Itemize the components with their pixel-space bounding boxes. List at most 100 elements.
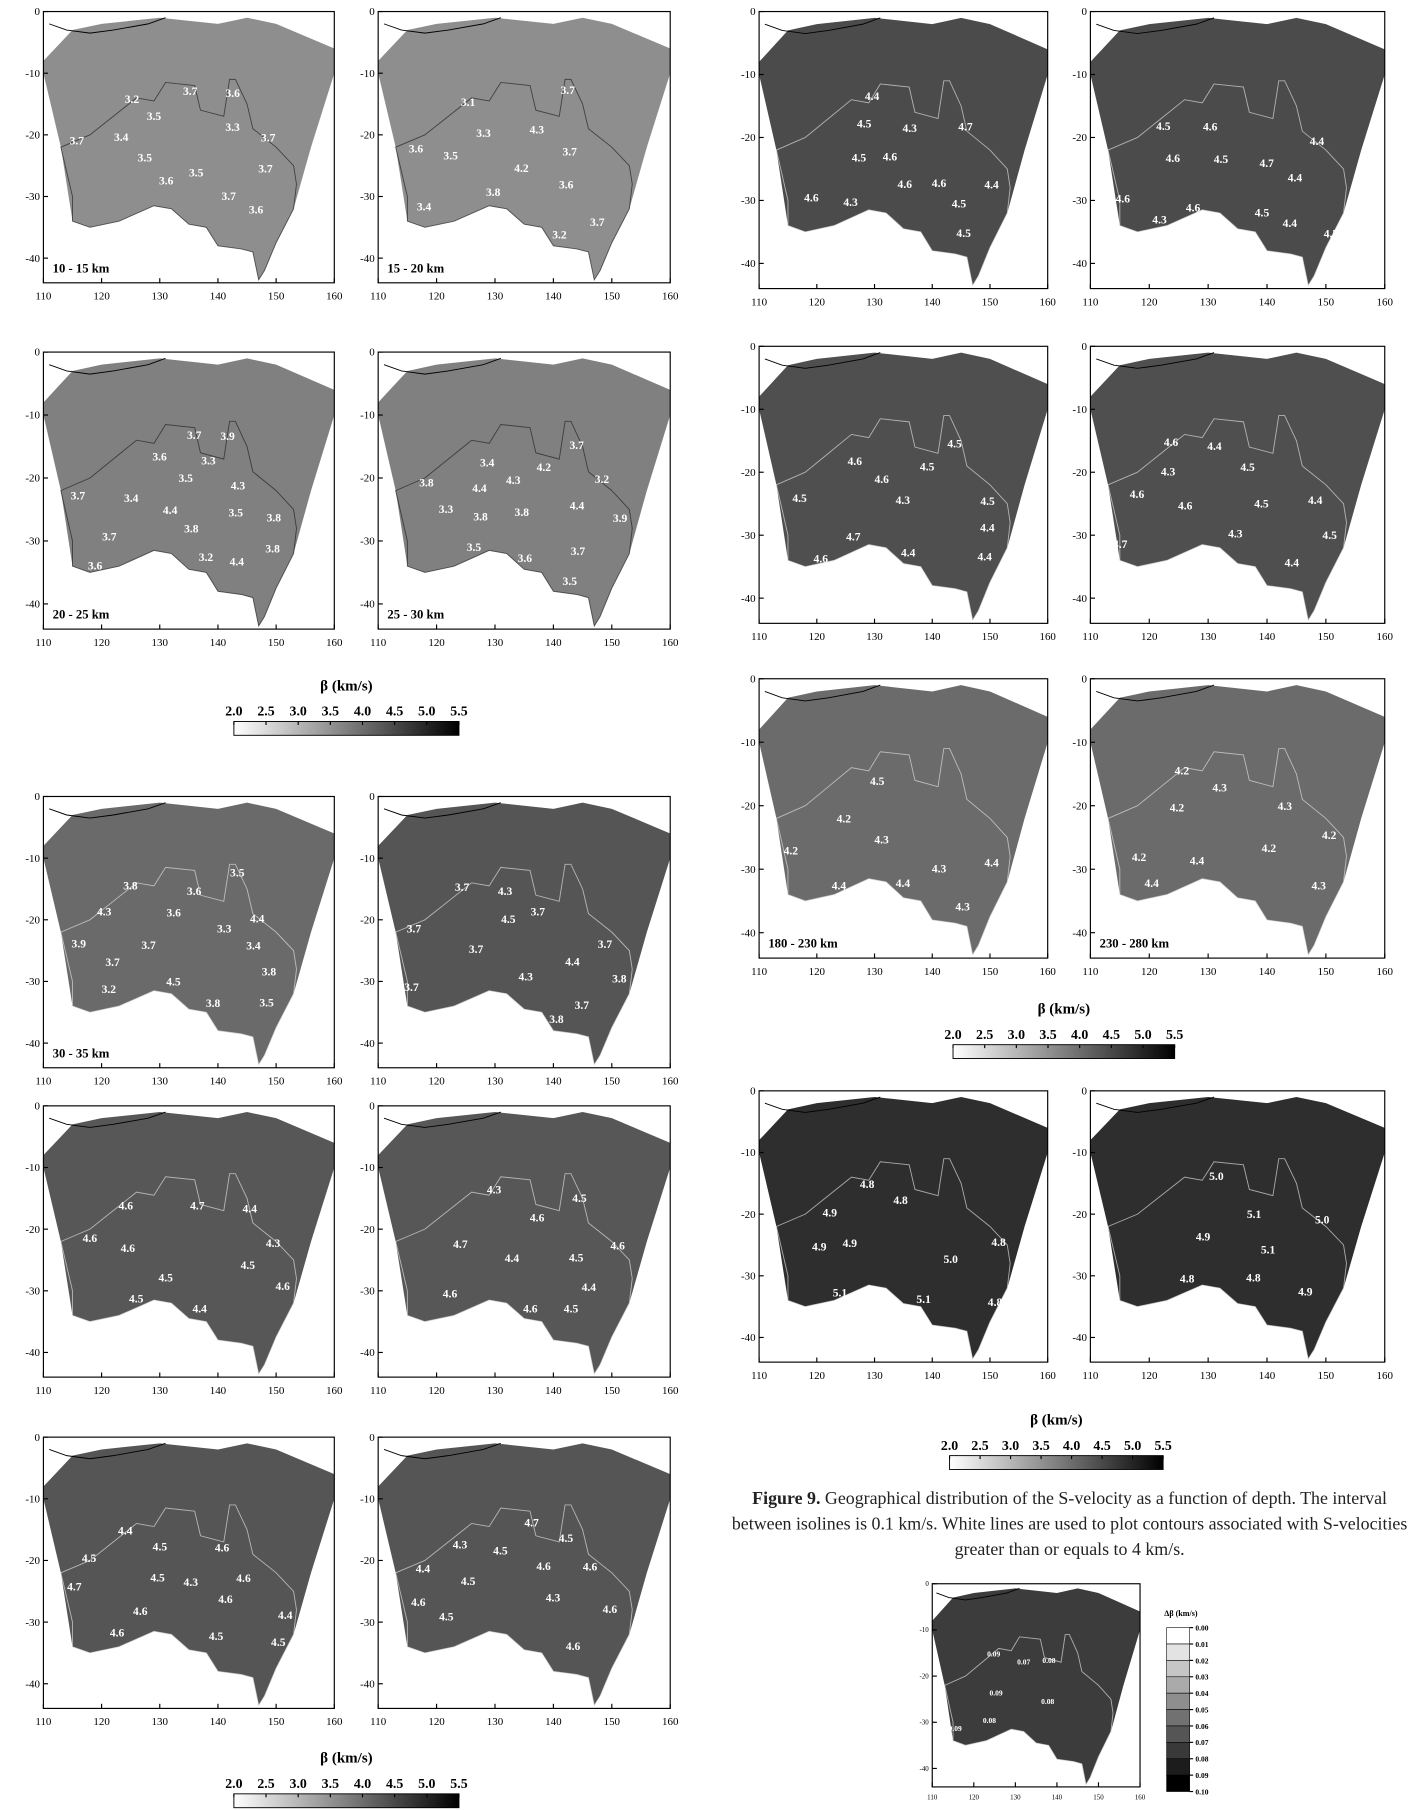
colorbar-bar [953,1045,1175,1059]
y-tick-label: -30 [360,191,375,203]
y-tick-label: -40 [25,253,40,265]
x-tick-label: 130 [1200,1370,1217,1382]
colorbar-tick-label: 3.5 [322,704,339,719]
contour-label: 3.8 [265,543,280,555]
colorbar-tick-label: 5.0 [418,1776,435,1791]
contour-label: 4.7 [1113,539,1128,551]
contour-label: 4.4 [1190,856,1205,868]
x-tick-label: 140 [210,1075,227,1087]
contour-label: 3.6 [409,144,424,156]
contour-label: 3.7 [70,135,85,147]
velocity-field [759,685,1048,955]
y-tick-label: -10 [360,1493,375,1505]
panel-label: 25 - 30 km [387,608,444,622]
x-tick-label: 130 [866,631,883,643]
contour-label: 4.5 [947,438,962,450]
x-tick-label: 120 [1141,296,1158,308]
contour-label: 4.5 [271,1637,286,1649]
map-area: 4.44.44.54.64.44.54.64.34.64.54.74.3 [1090,353,1384,621]
contour-label: 3.2 [595,474,610,486]
x-tick-label: 110 [1082,631,1099,643]
inset-colorbar-tick-label: 0.05 [1195,1705,1208,1714]
velocity-field [759,18,1048,286]
contour-label: 4.9 [823,1208,838,1220]
x-tick-label: 140 [924,296,941,308]
contour-label: 4.3 [843,197,858,209]
contour-label: 4.4 [118,1526,133,1538]
y-tick-label: 0 [34,1432,40,1444]
x-tick-label: 160 [1135,1795,1146,1802]
contour-label: 4.6 [443,1288,458,1300]
x-tick-label: 160 [1039,966,1056,978]
contour-label: 3.8 [549,1014,564,1026]
contour-label: 4.6 [932,178,947,190]
y-tick-label: 0 [34,6,40,18]
contour-label: 4.6 [411,1597,426,1609]
y-tick-label: 0 [750,6,756,18]
y-tick-label: -40 [360,1347,375,1359]
contour-label: 3.8 [612,973,627,985]
y-tick-label: -40 [741,258,756,270]
x-tick-label: 120 [1141,631,1158,643]
contour-label: 3.8 [267,512,282,524]
contour-label: 3.7 [105,957,120,969]
y-tick-label: 0 [34,791,40,803]
y-tick-label: 0 [1081,1086,1087,1098]
x-tick-label: 140 [545,1075,562,1087]
y-tick-label: -20 [25,473,40,485]
contour-label: 4.5 [1240,462,1255,474]
contour-label: 4.7 [453,1239,468,1251]
x-tick-label: 140 [545,1385,562,1397]
contour-label: 4.6 [1164,437,1179,449]
contour-label: 0.09 [987,1650,1000,1659]
x-tick-label: 120 [428,1075,445,1087]
y-tick-label: -20 [1072,1209,1087,1221]
contour-label: 4.5 [129,1293,144,1305]
velocity-field [1090,18,1384,286]
map-panel: 4.44.64.54.54.64.64.54.64.54.44.74.54.64… [25,1432,343,1728]
caption-text: Figure 9. Geographical distribution of t… [730,1487,1409,1563]
x-tick-label: 160 [326,1075,343,1087]
y-tick-label: -40 [25,1678,40,1690]
inset-colorbar-tick-label: 0.01 [1195,1640,1208,1649]
contour-label: 3.7 [570,440,585,452]
colorbar-tick-label: 4.0 [354,1776,371,1791]
map-panel: 4.43.54.54.33.63.83.73.53.33.43.83.73.93… [25,791,343,1087]
colorbar-bar [234,721,459,735]
velocity-field [932,1588,1140,1784]
colorbar-tick-label: 3.5 [1039,1027,1056,1042]
contour-label: 3.7 [258,163,273,175]
y-tick-label: -10 [360,1162,375,1174]
contour-label: 4.2 [1132,852,1147,864]
map-area: 4.24.24.34.44.34.44.44.34.5 [759,685,1048,955]
contour-label: 4.3 [97,907,112,919]
y-tick-label: -20 [360,1555,375,1567]
contour-label: 3.4 [246,941,261,953]
y-tick-label: -40 [25,599,40,611]
x-tick-label: 160 [1377,631,1394,643]
contour-label: 4.5 [1255,207,1270,219]
contour-label: 4.5 [439,1611,454,1623]
x-tick-label: 110 [927,1795,938,1802]
y-tick-label: 0 [369,347,375,359]
contour-label: 0.08 [1041,1697,1054,1706]
y-tick-label: 0 [750,341,756,353]
contour-label: 3.6 [159,175,174,187]
map-area: 0.080.090.080.070.080.090.09 [932,1588,1140,1784]
x-tick-label: 120 [428,1385,445,1397]
contour-label: 4.6 [523,1304,538,1316]
x-tick-label: 140 [545,1716,562,1728]
contour-label: 4.7 [524,1517,539,1529]
y-tick-label: -20 [360,130,375,142]
contour-label: 4.4 [984,857,999,869]
panel-label: 155 - 180 km [1100,602,1170,616]
x-tick-label: 110 [1082,296,1099,308]
x-tick-label: 130 [866,1370,883,1382]
velocity-field [378,803,670,1065]
x-tick-label: 150 [268,291,285,303]
x-tick-label: 140 [1259,296,1276,308]
panel-label: 50 - 65 km [53,1687,110,1701]
y-tick-label: -30 [1072,1270,1087,1282]
colorbar-tick-label: 4.5 [1103,1027,1120,1042]
